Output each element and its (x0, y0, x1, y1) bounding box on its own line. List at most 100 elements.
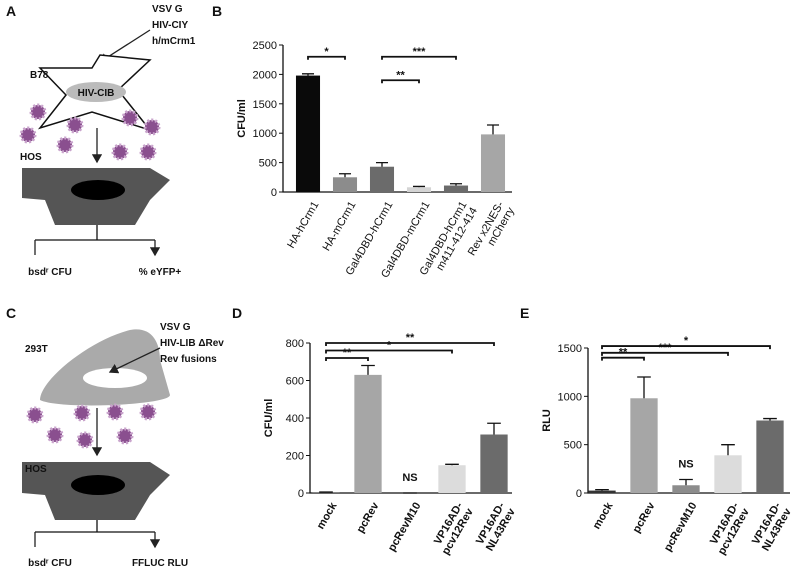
significance-label: * (324, 46, 329, 58)
note: NS (678, 458, 693, 470)
error-bar (301, 73, 315, 76)
label: % eYFP+ (139, 267, 182, 278)
y-tick-label: 400 (286, 413, 304, 425)
bar (312, 492, 340, 493)
bar (756, 420, 784, 493)
bar (480, 134, 506, 192)
category-label: VP16AD-pcv12Rev (432, 500, 476, 557)
significance-bracket (601, 345, 771, 350)
category-label: pcRev (631, 500, 658, 535)
arrow (34, 532, 155, 547)
viruses (26, 403, 157, 449)
y-tick-label: 1500 (253, 99, 277, 111)
bar (332, 177, 358, 192)
y-tick-label: 0 (576, 488, 582, 500)
category-label: VP16AD-NL43Rev (474, 500, 518, 553)
significance-label: *** (659, 342, 673, 354)
y-tick-label: 500 (259, 158, 277, 170)
category-label: pcRevM10 (386, 501, 424, 554)
category-label: mock (315, 500, 340, 532)
error-bar (375, 161, 389, 167)
significance-bracket (325, 349, 453, 354)
label: Rev fusions (160, 354, 217, 365)
cell (40, 329, 170, 406)
significance-label: ** (343, 347, 352, 359)
significance-label: * (684, 335, 689, 347)
nucleus (83, 368, 147, 388)
error-bar (595, 488, 609, 491)
bar (443, 185, 469, 192)
significance-bracket (381, 55, 457, 60)
panel-letter: C (6, 305, 16, 321)
label: h/mCrm1 (152, 36, 196, 47)
y-tick-label: 600 (286, 376, 304, 388)
bar (630, 398, 658, 493)
error-bar (487, 422, 501, 435)
category-label: pcRev (355, 500, 382, 535)
label: HOS (25, 464, 47, 475)
significance-label: ** (396, 69, 405, 81)
y-tick-label: 0 (271, 187, 277, 199)
diagram-a: A VSV G HIV-CIY h/mCrm1 HIV-CIB B78 HOS … (6, 3, 196, 278)
error-bar (338, 173, 352, 178)
panel-letter: A (6, 3, 16, 19)
y-tick-label: 0 (298, 488, 304, 500)
x-tick-label: pcRev (631, 500, 658, 535)
x-tick-label: mock (591, 500, 616, 532)
bar (714, 455, 742, 493)
significance-bracket (325, 342, 495, 346)
bar (438, 465, 466, 493)
significance-label: ** (406, 332, 415, 344)
y-tick-label: 200 (286, 451, 304, 463)
connector (35, 520, 155, 533)
error-bar (445, 463, 459, 466)
error-bar (763, 417, 777, 421)
nucleus (71, 180, 125, 200)
significance-bracket (601, 351, 729, 356)
category-label: pcRevM10 (662, 501, 700, 554)
label: bsdʳ CFU (28, 558, 72, 569)
bar (354, 374, 382, 493)
x-tick-label: HA-hCrm1 (285, 200, 321, 251)
bar (588, 490, 616, 493)
bar (295, 75, 321, 192)
significance-label: * (387, 340, 392, 352)
arrow (108, 347, 161, 374)
nucleus (71, 475, 125, 495)
error-bar (721, 444, 735, 456)
category-label: mock (591, 500, 616, 532)
y-tick-label: 1500 (558, 343, 582, 355)
category-label: HA-mCrm1 (321, 200, 359, 254)
connector (35, 225, 155, 241)
category-label: HA-hCrm1 (285, 200, 321, 251)
significance-label: *** (413, 46, 427, 58)
x-tick-label: pcRev (355, 500, 382, 535)
error-bar (637, 376, 651, 399)
y-axis-label: RLU (541, 409, 553, 432)
panel-letter: B (212, 3, 222, 19)
y-tick-label: 1000 (253, 128, 277, 140)
significance-bracket (601, 356, 645, 361)
category-label: VP16AD-NL43Rev (750, 500, 794, 553)
significance-bracket (381, 79, 420, 84)
label: HIV-LIB ΔRev (160, 338, 224, 349)
y-tick-label: 2000 (253, 69, 277, 81)
panel-letter: E (520, 305, 529, 321)
y-tick-label: 500 (564, 440, 582, 452)
bar (406, 187, 432, 192)
label: HIV-CIB (78, 88, 115, 99)
panel-letter: D (232, 305, 242, 321)
label: bsdʳ CFU (28, 267, 72, 278)
significance-bracket (325, 357, 369, 361)
x-tick-label: HA-mCrm1 (321, 200, 359, 254)
y-axis-label: CFU/ml (236, 99, 248, 138)
x-tick-label: pcRevM10 (662, 501, 700, 554)
label: HIV-CIY (152, 20, 188, 31)
label: HOS (20, 152, 42, 163)
label: FFLUC RLU (132, 558, 188, 569)
x-tick-label: mock (315, 500, 340, 532)
category-label: VP16AD-pcv12Rev (708, 500, 752, 557)
label: B78 (30, 70, 49, 81)
arrow (34, 240, 155, 255)
